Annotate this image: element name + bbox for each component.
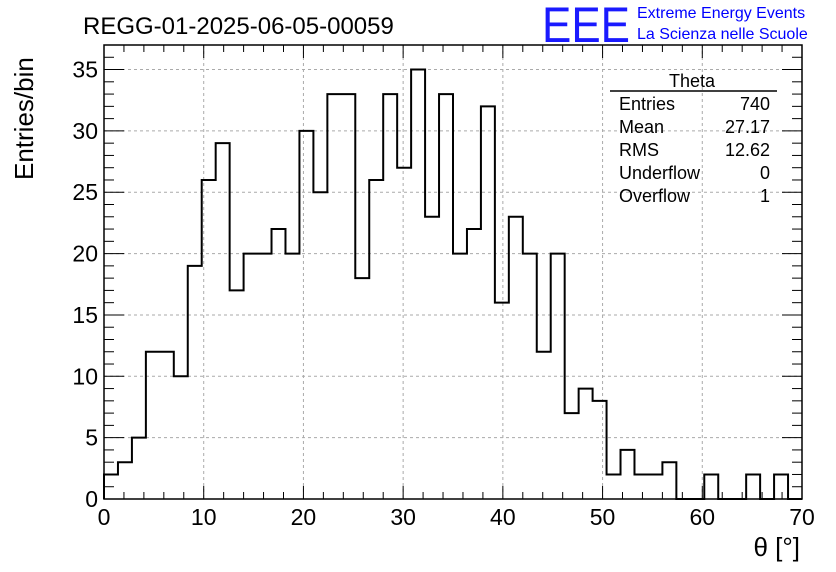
x-tick-label: 10 bbox=[191, 504, 217, 530]
x-tick-label: 30 bbox=[390, 504, 416, 530]
histogram-line bbox=[103, 68, 802, 500]
y-tick-label: 25 bbox=[72, 179, 98, 205]
x-tick-label: 0 bbox=[98, 504, 111, 530]
stats-value: 0 bbox=[760, 163, 770, 183]
y-tick-label: 30 bbox=[72, 118, 98, 144]
stats-label: Overflow bbox=[619, 186, 691, 206]
plot-frame bbox=[103, 44, 803, 500]
chart-title: REGG-01-2025-06-05-00059 bbox=[83, 13, 394, 40]
y-axis-title: Entries/bin bbox=[9, 57, 39, 180]
y-tick-label: 5 bbox=[85, 425, 98, 451]
x-tick-label: 70 bbox=[789, 504, 815, 530]
y-tick-label: 0 bbox=[85, 486, 98, 512]
stats-label: RMS bbox=[619, 140, 659, 160]
axis-ticks bbox=[103, 44, 803, 500]
y-tick-label: 15 bbox=[72, 302, 98, 328]
stats-title: Theta bbox=[669, 71, 716, 91]
logo-mark: EEE bbox=[542, 0, 630, 53]
y-tick-label: 10 bbox=[72, 363, 98, 389]
stats-value: 12.62 bbox=[725, 140, 770, 160]
stats-value: 27.17 bbox=[725, 117, 770, 137]
x-tick-label: 60 bbox=[689, 504, 715, 530]
eee-logo: EEE Extreme Energy Events La Scienza nel… bbox=[542, 0, 808, 53]
stats-label: Mean bbox=[619, 117, 664, 137]
y-tick-label: 35 bbox=[72, 57, 98, 83]
x-tick-label: 40 bbox=[490, 504, 516, 530]
x-tick-label: 20 bbox=[291, 504, 317, 530]
stats-box: Theta Entries 740 Mean 27.17 RMS 12.62 Underfl… bbox=[610, 71, 777, 206]
logo-line-2: La Scienza nelle Scuole bbox=[637, 26, 808, 43]
y-tick-label: 20 bbox=[72, 241, 98, 267]
stats-label: Underflow bbox=[619, 163, 701, 183]
stats-value: 740 bbox=[740, 94, 770, 114]
x-tick-label: 50 bbox=[590, 504, 616, 530]
stats-value: 1 bbox=[760, 186, 770, 206]
logo-line-1: Extreme Energy Events bbox=[637, 5, 805, 22]
stats-rows: Entries 740 Mean 27.17 RMS 12.62 Underflow 0 Ove… bbox=[619, 94, 770, 206]
x-axis-title: θ [°] bbox=[753, 532, 800, 562]
stats-label: Entries bbox=[619, 94, 675, 114]
